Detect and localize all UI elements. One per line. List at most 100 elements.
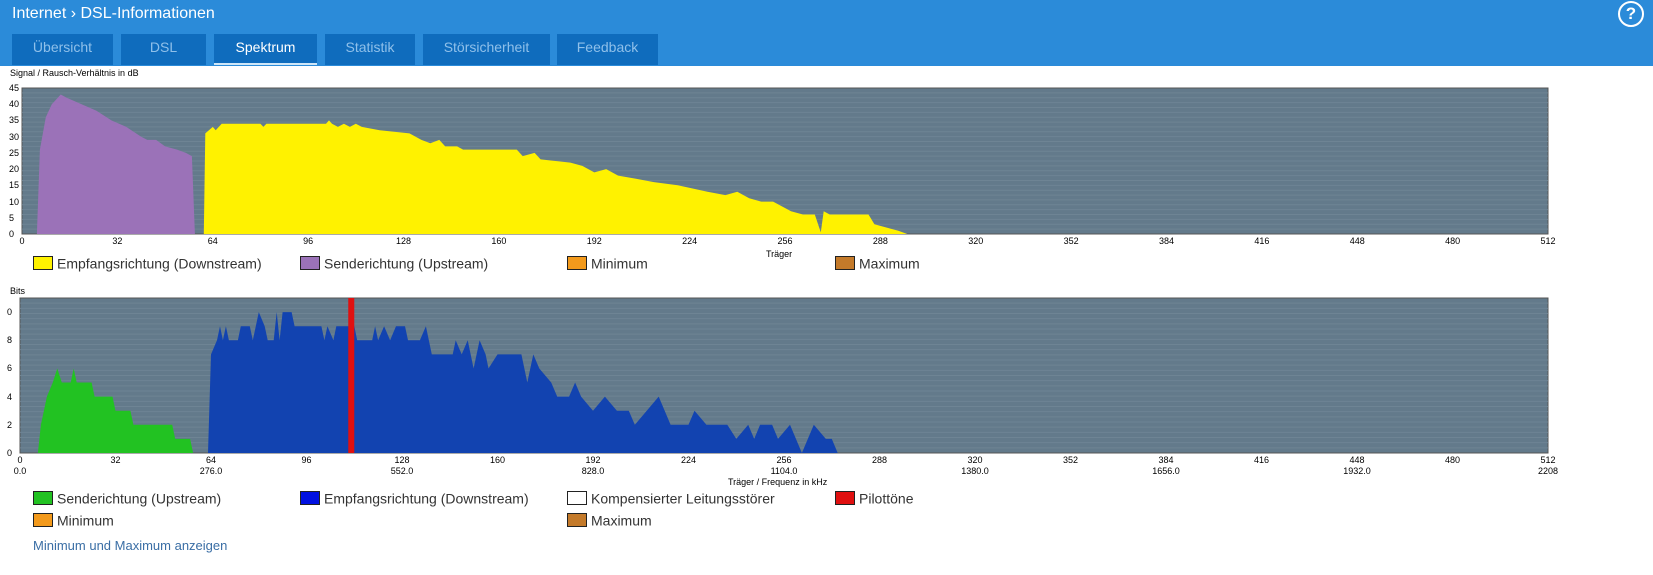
frequency-tick-label: 1104.0	[770, 466, 798, 476]
x-tick-label: 128	[394, 455, 410, 465]
snr-x-axis-title: Träger	[766, 249, 793, 259]
bits-x-axis-title: Träger / Frequenz in kHz	[728, 477, 828, 487]
pilot-tone-bar	[348, 298, 355, 453]
x-tick-label: 320	[967, 455, 983, 465]
x-tick-label: 384	[1158, 236, 1175, 246]
series-area-senderichtung-upstream-	[37, 368, 194, 453]
legend-label: Maximum	[859, 255, 920, 272]
x-tick-label: 416	[1253, 455, 1270, 465]
tab-dsl[interactable]: DSL	[121, 34, 206, 65]
tab-statistik[interactable]: Statistik	[325, 34, 415, 65]
x-tick-label: 448	[1349, 455, 1365, 465]
tab-uebersicht[interactable]: Übersicht	[12, 34, 113, 65]
x-tick-label: 256	[777, 236, 793, 246]
y-tick-label: 0	[7, 448, 13, 458]
x-tick-label: 512	[1540, 236, 1556, 246]
breadcrumb-internet[interactable]: Internet	[12, 5, 67, 22]
x-tick-label: 384	[1158, 455, 1174, 465]
bits-y-axis-title: Bits	[10, 286, 26, 296]
x-tick-label: 192	[585, 455, 601, 465]
series-area-senderichtung-upstream-	[36, 94, 195, 234]
y-tick-label: 6	[7, 363, 13, 374]
legend-item: Kompensierter Leitungsstörer	[567, 489, 775, 507]
legend-swatch	[33, 256, 53, 271]
x-tick-label: 0	[17, 455, 23, 465]
legend-label: Senderichtung (Upstream)	[324, 255, 489, 272]
chevron-right-icon: ›	[70, 5, 81, 22]
legend-item: Minimum	[567, 254, 648, 271]
series-area-empfangsrichtung-downstream-	[208, 312, 838, 453]
legend-label: Senderichtung (Upstream)	[57, 490, 222, 507]
x-tick-label: 64	[205, 455, 217, 465]
y-tick-label: 0	[9, 229, 15, 239]
tab-stoersicherheit[interactable]: Störsicherheit	[423, 34, 550, 65]
legend-item: Maximum	[835, 254, 920, 272]
y-tick-label: 15	[9, 180, 20, 191]
legend-item: Pilottöne	[835, 489, 914, 507]
y-tick-label: 30	[9, 131, 20, 142]
legend-label: Minimum	[57, 512, 114, 529]
frequency-tick-label: 1656.0	[1152, 466, 1180, 476]
y-tick-label: 25	[9, 147, 20, 158]
legend-swatch	[300, 256, 320, 271]
frequency-tick-label: 1380.0	[961, 466, 989, 476]
x-tick-label: 224	[682, 236, 698, 246]
x-tick-label: 416	[1254, 236, 1270, 246]
legend-item: Senderichtung (Upstream)	[300, 254, 489, 272]
legend-label: Pilottöne	[859, 490, 914, 507]
y-tick-label: 10	[9, 196, 20, 207]
legend-label: Maximum	[591, 512, 652, 529]
x-tick-label: 256	[776, 455, 792, 465]
legend-item: Empfangsrichtung (Downstream)	[33, 254, 262, 272]
y-tick-label: 2	[7, 419, 13, 430]
legend-item: Maximum	[567, 511, 652, 529]
frequency-tick-label: 1932.0	[1343, 466, 1371, 476]
x-tick-label: 64	[207, 236, 218, 246]
legend-swatch	[567, 513, 587, 528]
x-tick-label: 128	[395, 236, 412, 246]
series-area-empfangsrichtung-downstream-	[203, 120, 908, 234]
show-min-max-link[interactable]: Minimum und Maximum anzeigen	[33, 538, 228, 553]
legend-swatch	[33, 513, 53, 528]
x-tick-label: 160	[489, 455, 506, 465]
y-tick-label: 5	[9, 212, 15, 223]
legend-label: Kompensierter Leitungsstörer	[591, 490, 775, 507]
legend-label: Empfangsrichtung (Downstream)	[57, 255, 262, 272]
header: Internet › DSL-Informationen ? Übersicht…	[0, 0, 1653, 66]
breadcrumb-dsl-informationen: DSL-Informationen	[80, 5, 215, 22]
y-tick-label: 4	[7, 391, 13, 402]
x-tick-label: 480	[1445, 236, 1461, 246]
legend-swatch	[33, 491, 53, 506]
x-tick-label: 288	[871, 455, 888, 465]
legend-item: Empfangsrichtung (Downstream)	[300, 489, 529, 507]
tab-feedback[interactable]: Feedback	[557, 34, 658, 65]
legend-swatch	[835, 491, 855, 506]
x-tick-label: 288	[872, 236, 888, 246]
y-tick-label: 8	[7, 335, 13, 346]
x-tick-label: 192	[586, 236, 602, 246]
x-tick-label: 32	[110, 455, 121, 465]
x-tick-label: 448	[1349, 236, 1365, 246]
y-tick-label: 20	[9, 164, 20, 175]
x-tick-label: 0	[19, 236, 25, 246]
breadcrumb: Internet › DSL-Informationen	[12, 5, 215, 23]
frequency-tick-label: 828.0	[581, 466, 605, 476]
legend-swatch	[567, 491, 587, 506]
legend-swatch	[300, 491, 320, 506]
frequency-tick-label: 552.0	[390, 466, 414, 476]
x-tick-label: 352	[1062, 455, 1079, 465]
frequency-tick-label: 0.0	[13, 466, 27, 476]
x-tick-label: 160	[491, 236, 507, 246]
legend-label: Empfangsrichtung (Downstream)	[324, 490, 529, 507]
x-tick-label: 32	[112, 236, 123, 246]
x-tick-label: 512	[1540, 455, 1556, 465]
x-tick-label: 352	[1063, 236, 1079, 246]
x-tick-label: 224	[680, 455, 697, 465]
y-tick-label: 45	[9, 83, 20, 93]
y-tick-label: 0	[7, 307, 13, 318]
legend-swatch	[835, 256, 855, 271]
tab-spektrum[interactable]: Spektrum	[214, 34, 317, 65]
help-circle-icon[interactable]: ?	[1618, 1, 1644, 27]
legend-item: Senderichtung (Upstream)	[33, 489, 222, 507]
x-tick-label: 320	[968, 236, 984, 246]
